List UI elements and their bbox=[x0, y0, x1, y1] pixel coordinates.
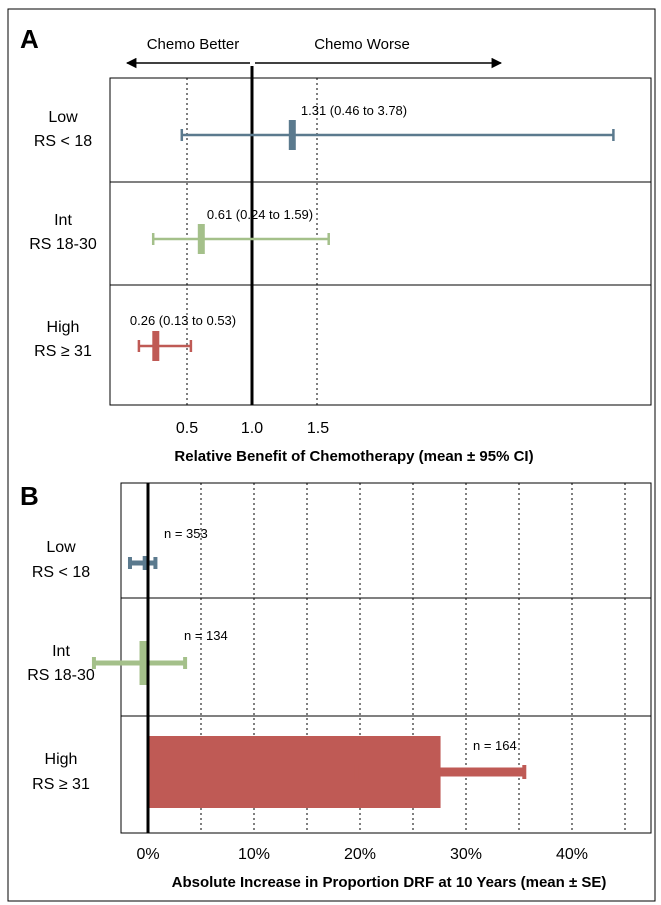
x-tick-10: 10% bbox=[238, 846, 270, 863]
x-axis-title-a: Relative Benefit of Chemotherapy (mean ±… bbox=[174, 448, 533, 465]
x-tick-1.5: 1.5 bbox=[307, 420, 329, 437]
se-cap-upper-high bbox=[522, 765, 527, 779]
x-tick-1.0: 1.0 bbox=[241, 420, 263, 437]
mean-marker-int bbox=[197, 224, 205, 254]
category-label-high: High bbox=[47, 319, 80, 336]
category-label-high: High bbox=[45, 751, 78, 768]
figure-border bbox=[7, 8, 656, 902]
x-tick-20: 20% bbox=[344, 846, 376, 863]
category-sub-int: RS 18-30 bbox=[29, 236, 97, 253]
category-sub-low: RS < 18 bbox=[32, 564, 90, 581]
bar-marks bbox=[91, 483, 527, 833]
se-cap-lower-high bbox=[354, 765, 359, 779]
se-whisker-low bbox=[129, 560, 156, 566]
forest-marks bbox=[137, 120, 615, 361]
x-tick-0: 0% bbox=[136, 846, 159, 863]
direction-right-label: Chemo Worse bbox=[314, 36, 410, 53]
se-whisker-high bbox=[356, 767, 525, 777]
panel-a-label: A bbox=[20, 24, 39, 54]
category-sub-high: RS ≥ 31 bbox=[32, 776, 90, 793]
category-sub-low: RS < 18 bbox=[34, 133, 92, 150]
se-cap-upper-low bbox=[153, 557, 158, 569]
x-tick-40: 40% bbox=[556, 846, 588, 863]
panel-b: B Low RS < 18 Int RS 18-30 High RS ≥ 31 … bbox=[20, 481, 652, 891]
n-label-high: n = 164 bbox=[473, 738, 517, 753]
ci-label-int: 0.61 (0.24 to 1.59) bbox=[207, 207, 313, 222]
mean-marker-low bbox=[288, 120, 296, 150]
ci-label-high: 0.26 (0.13 to 0.53) bbox=[130, 313, 236, 328]
x-axis-title-b: Absolute Increase in Proportion DRF at 1… bbox=[172, 874, 607, 891]
panel-a: A Chemo Better Chemo Worse Low RS < 18 I… bbox=[20, 24, 652, 465]
n-label-int: n = 134 bbox=[184, 628, 228, 643]
se-whisker-int bbox=[93, 660, 186, 666]
category-label-int: Int bbox=[52, 643, 70, 660]
se-cap-lower-int bbox=[91, 657, 96, 669]
direction-left-label: Chemo Better bbox=[147, 36, 240, 53]
panel-b-plot-area bbox=[120, 482, 652, 834]
se-cap-upper-int bbox=[183, 657, 188, 669]
category-label-int: Int bbox=[54, 212, 72, 229]
se-cap-lower-low bbox=[127, 557, 132, 569]
ci-label-low: 1.31 (0.46 to 3.78) bbox=[301, 103, 407, 118]
x-tick-30: 30% bbox=[450, 846, 482, 863]
panel-a-plot-area bbox=[109, 77, 652, 406]
category-sub-int: RS 18-30 bbox=[27, 667, 95, 684]
n-label-low: n = 353 bbox=[164, 526, 208, 541]
category-label-low: Low bbox=[48, 109, 78, 126]
category-label-low: Low bbox=[46, 539, 76, 556]
panel-b-label: B bbox=[20, 481, 39, 511]
mean-marker-high bbox=[152, 331, 160, 361]
category-sub-high: RS ≥ 31 bbox=[34, 343, 92, 360]
x-tick-0.5: 0.5 bbox=[176, 420, 198, 437]
